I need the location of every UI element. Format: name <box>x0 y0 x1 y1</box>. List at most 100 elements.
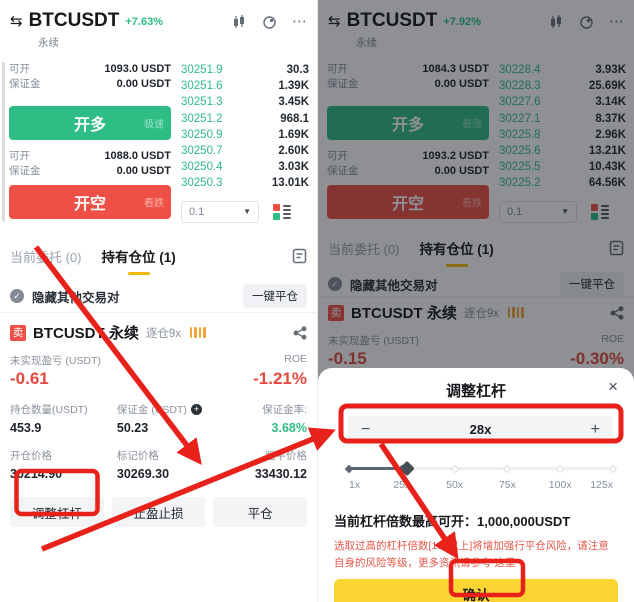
order-book-row[interactable]: 30250.4 3.03K <box>181 161 309 174</box>
max-open-value: 1,000,000USDT <box>477 514 571 529</box>
margin-mode-label[interactable]: 逐仓9x <box>145 327 181 340</box>
risk-level-icon <box>189 327 206 338</box>
change-percent: +7.92% <box>443 16 481 28</box>
roe-value: -0.30% <box>570 349 624 368</box>
pnl-label: 未实现盈亏 (USDT) <box>328 335 419 347</box>
leverage-slider[interactable]: 1x 25x 50x 75x 100x 125x <box>344 457 618 493</box>
swap-symbol-icon[interactable]: ⇆ <box>10 13 23 30</box>
tab-underline <box>127 272 150 275</box>
pnl-value: -0.61 <box>10 369 49 388</box>
close-all-positions-button[interactable]: 一键平仓 <box>560 272 624 296</box>
open-long-button[interactable]: 开多 看涨 <box>327 106 489 140</box>
close-icon[interactable]: × <box>608 377 618 396</box>
candlestick-chart-icon[interactable] <box>548 14 564 30</box>
symbol-title[interactable]: BTCUSDT <box>346 10 438 31</box>
symbol-title[interactable]: BTCUSDT <box>28 10 120 31</box>
candlestick-chart-icon[interactable] <box>231 14 247 30</box>
market-type-label: 永续 <box>38 37 59 49</box>
share-icon[interactable] <box>293 325 307 340</box>
calculator-icon[interactable] <box>579 15 594 30</box>
order-history-icon[interactable] <box>609 240 624 256</box>
leverage-stepper: − 28x + <box>348 416 613 443</box>
depth-view-icon[interactable] <box>591 203 609 220</box>
open-long-button[interactable]: 开多 极速 <box>9 106 171 140</box>
order-book-row[interactable]: 30250.7 2.60K <box>181 145 309 158</box>
available-label: 可开 <box>327 63 348 75</box>
margin-mode-label[interactable]: 逐仓9x <box>463 307 499 320</box>
available-value: 1084.3 USDT <box>422 63 489 75</box>
liq-price-value: 33430.12 <box>254 467 307 481</box>
confirm-button[interactable]: 确认 <box>334 578 618 602</box>
order-book-row[interactable]: 30225.6 13.21K <box>499 145 626 158</box>
order-book-row[interactable]: 30225.8 2.96K <box>499 128 626 141</box>
risk-warning-text: 选取过高的杠杆倍数[10x以上]将增加强行平仓风险，请注意自身的风险等级，更多资… <box>334 540 609 569</box>
sell-side-badge: 卖 <box>10 324 26 341</box>
slider-tick <box>555 464 565 473</box>
more-menu-icon[interactable]: ⋯ <box>609 13 624 30</box>
tab-positions[interactable]: 持有仓位 (1) <box>102 246 176 275</box>
slider-label: 75x <box>498 479 516 491</box>
slider-label: 125x <box>590 479 613 491</box>
hide-other-pairs-label[interactable]: 隐藏其他交易对 <box>32 290 120 305</box>
order-book-row[interactable]: 30228.3 25.69K <box>499 80 626 93</box>
available-value: 1093.2 USDT <box>422 150 489 162</box>
order-book-row[interactable]: 30251.2 968.1 <box>181 112 309 125</box>
depth-view-icon[interactable] <box>273 203 291 220</box>
margin-field-value: 50.23 <box>116 421 149 435</box>
order-entry: 可开 1084.3 USDT 保证金 0.00 USDT 开多 看涨 可开 1093.2… <box>327 62 489 219</box>
calculator-icon[interactable] <box>262 15 277 30</box>
margin-value: 0.00 USDT <box>434 165 489 177</box>
close-all-positions-button[interactable]: 一键平仓 <box>243 284 307 308</box>
order-book-row[interactable]: 30250.9 1.69K <box>181 128 309 141</box>
swap-symbol-icon[interactable]: ⇆ <box>328 13 341 30</box>
order-book-row[interactable]: 30225.2 64.56K <box>499 177 626 190</box>
margin-ratio-label: 保证金率: <box>262 404 307 416</box>
more-menu-icon[interactable]: ⋯ <box>292 13 307 30</box>
order-history-icon[interactable] <box>292 248 307 264</box>
margin-value: 0.00 USDT <box>116 165 171 177</box>
warning-link[interactable]: 这里 <box>494 556 516 569</box>
slider-thumb[interactable] <box>399 460 415 477</box>
qty-label: 持仓数量(USDT) <box>10 404 88 416</box>
order-book-row[interactable]: 30251.9 30.3 <box>181 64 309 77</box>
positions-tabs: 当前委托 (0) 持有仓位 (1) <box>10 246 307 275</box>
slider-tick <box>608 464 618 473</box>
order-book-row[interactable]: 30227.1 8.37K <box>499 112 626 125</box>
adjust-leverage-button[interactable]: 调整杠杆 <box>10 497 104 527</box>
order-book-row[interactable]: 30251.6 1.39K <box>181 80 309 93</box>
add-margin-icon[interactable]: + <box>190 404 202 415</box>
long-tag: 看涨 <box>462 119 482 131</box>
tick-size-select[interactable]: 0.1 ▼ <box>499 200 577 223</box>
checkmark-icon[interactable]: ✓ <box>10 289 24 303</box>
close-position-button[interactable]: 平仓 <box>213 497 308 527</box>
checkmark-icon[interactable]: ✓ <box>328 277 342 291</box>
order-book-row[interactable]: 30227.6 3.14K <box>499 96 626 109</box>
order-book: 30228.4 3.93K 30228.3 25.69K 30227.6 3.14K … <box>499 62 626 223</box>
risk-level-icon <box>507 307 524 318</box>
order-book: 30251.9 30.3 30251.6 1.39K 30251.3 3.45K 30… <box>181 62 309 223</box>
share-icon[interactable] <box>610 305 624 320</box>
tp-sl-button[interactable]: 止盈止损 <box>111 497 206 527</box>
slider-label: 25x <box>393 479 411 491</box>
available-label: 可开 <box>327 150 348 162</box>
order-book-row[interactable]: 30250.3 13.01K <box>181 177 309 190</box>
plus-button[interactable]: + <box>590 420 600 438</box>
open-short-button[interactable]: 开空 看跌 <box>9 185 171 219</box>
order-book-row[interactable]: 30225.5 10.43K <box>499 161 626 174</box>
pnl-value: -0.15 <box>328 349 367 368</box>
leverage-value[interactable]: 28x <box>469 422 492 437</box>
max-open-text: 当前杠杆倍数最高可开：1,000,000USDT <box>334 514 571 529</box>
open-short-button[interactable]: 开空 看跌 <box>327 185 489 219</box>
order-book-row[interactable]: 30228.4 3.93K <box>499 64 626 77</box>
sell-side-badge: 卖 <box>328 304 344 321</box>
hide-other-pairs-label[interactable]: 隐藏其他交易对 <box>350 278 438 293</box>
order-book-row[interactable]: 30251.3 3.45K <box>181 96 309 109</box>
tick-size-select[interactable]: 0.1 ▼ <box>181 200 259 223</box>
slider-track[interactable] <box>349 467 613 470</box>
tab-open-orders[interactable]: 当前委托 (0) <box>10 249 82 265</box>
minus-button[interactable]: − <box>361 420 371 438</box>
tab-open-orders[interactable]: 当前委托 (0) <box>328 241 400 257</box>
tab-positions[interactable]: 持有仓位 (1) <box>420 238 494 267</box>
slider-fill <box>349 467 408 470</box>
entry-price-label: 开仓价格 <box>10 450 52 462</box>
